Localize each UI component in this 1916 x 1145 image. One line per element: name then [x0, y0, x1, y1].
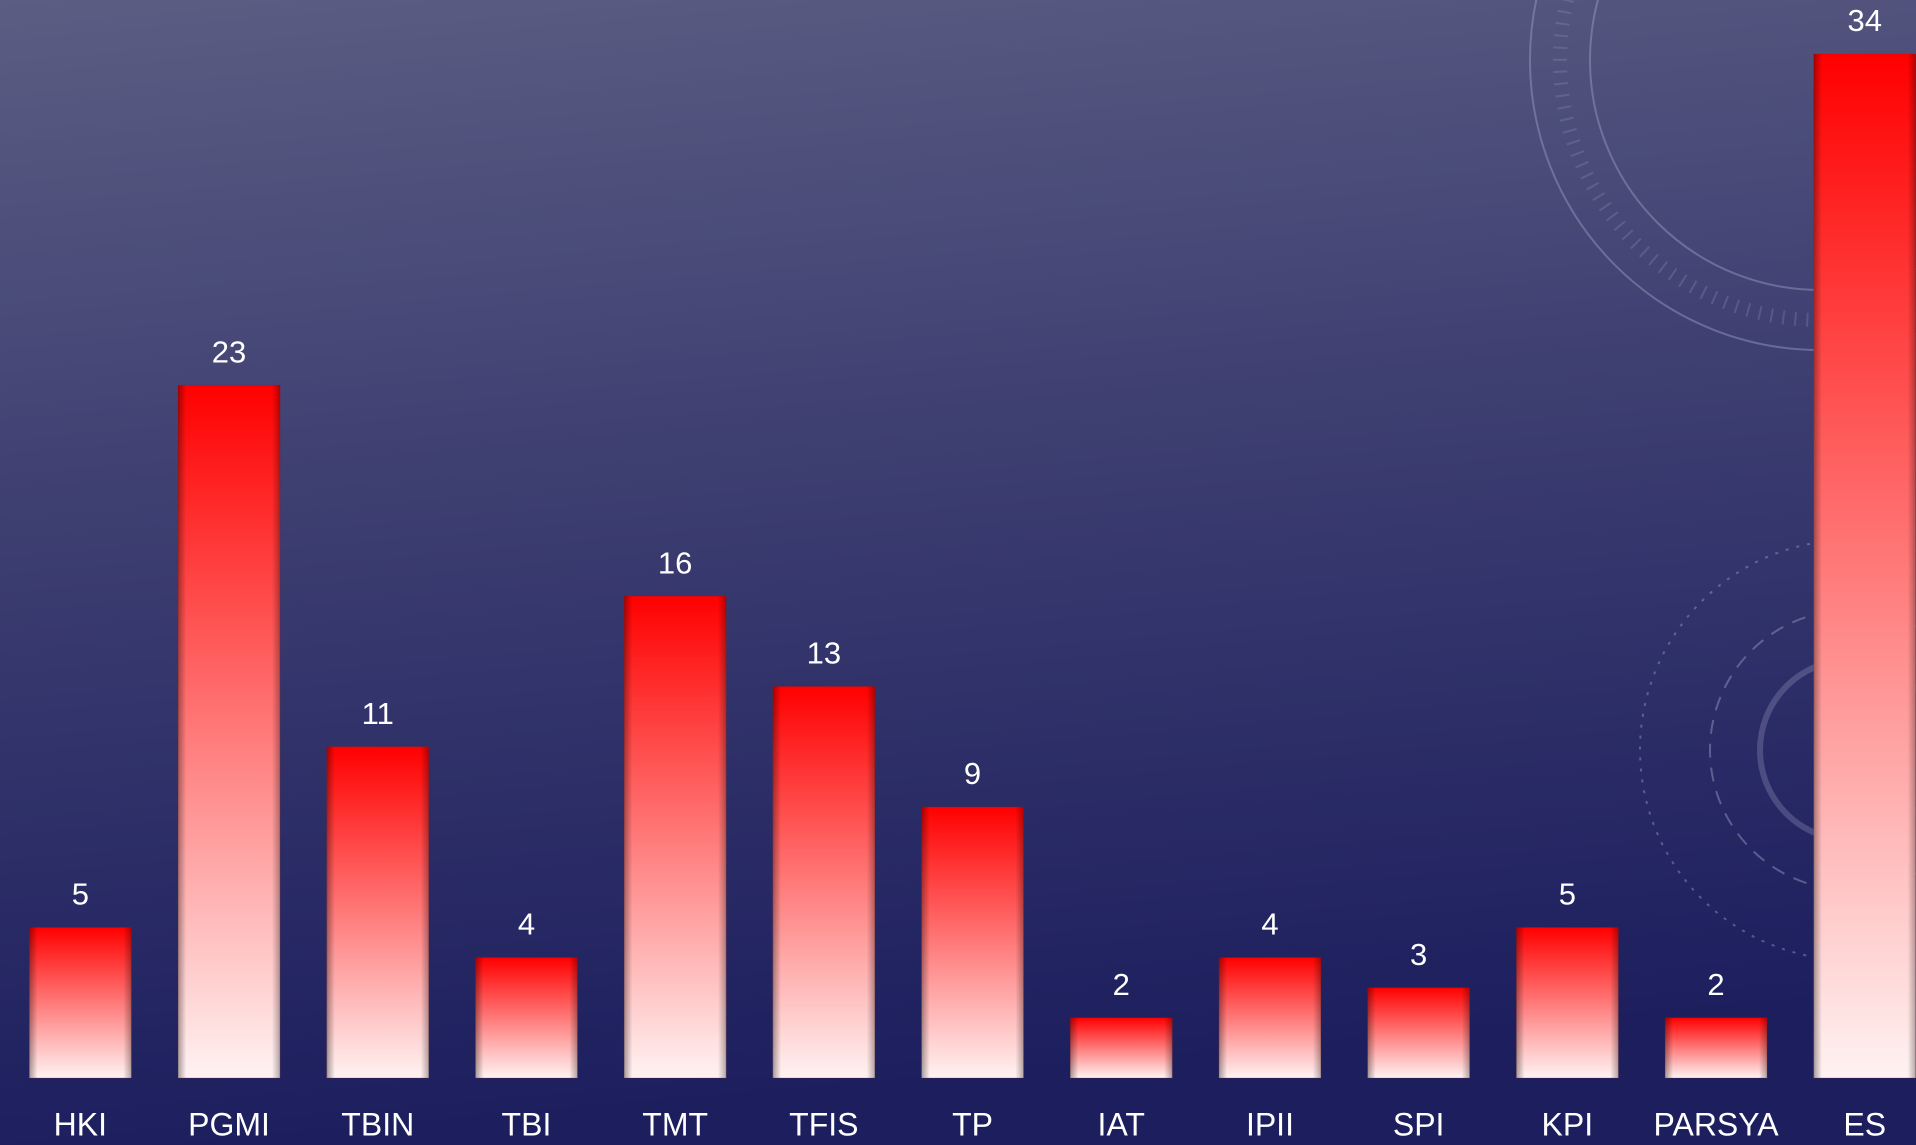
- x-tick-label: PARSYA: [1654, 1106, 1780, 1142]
- bar: [29, 927, 131, 1078]
- bar: [773, 686, 875, 1078]
- value-label: 9: [964, 756, 981, 791]
- value-label: 2: [1707, 967, 1724, 1002]
- value-label: 34: [1848, 3, 1882, 38]
- bar: [1219, 958, 1321, 1078]
- x-tick-label: TBI: [502, 1106, 552, 1142]
- bar: [624, 596, 726, 1078]
- bar: [1665, 1018, 1767, 1078]
- x-tick-label: PGMI: [188, 1106, 270, 1142]
- bar: [475, 958, 577, 1078]
- x-tick-label: IAT: [1098, 1106, 1145, 1142]
- value-label: 4: [1261, 907, 1278, 942]
- chart: HKI5PGMI23TBIN11TBI4TMT16TFIS13TP9IAT2IP…: [0, 0, 1916, 1145]
- x-tick-label: SPI: [1393, 1106, 1445, 1142]
- bar: [1070, 1018, 1172, 1078]
- bar: [1368, 988, 1470, 1078]
- x-tick-label: ES: [1843, 1106, 1886, 1142]
- value-label: 5: [1559, 877, 1576, 912]
- value-label: 11: [362, 696, 394, 731]
- value-label: 4: [518, 907, 535, 942]
- bar: [178, 385, 280, 1078]
- x-tick-label: TMT: [642, 1106, 708, 1142]
- x-tick-label: HKI: [54, 1106, 107, 1142]
- page: HKI5PGMI23TBIN11TBI4TMT16TFIS13TP9IAT2IP…: [0, 0, 1916, 1145]
- x-tick-label: TP: [952, 1106, 993, 1142]
- x-tick-label: TFIS: [789, 1106, 858, 1142]
- value-label: 3: [1410, 937, 1427, 972]
- value-label: 13: [807, 636, 841, 671]
- value-label: 5: [72, 877, 89, 912]
- x-tick-label: TBIN: [341, 1106, 414, 1142]
- bar: [327, 747, 429, 1078]
- value-label: 23: [212, 334, 246, 369]
- bar: [1814, 54, 1916, 1078]
- bar: [1516, 927, 1618, 1078]
- value-label: 16: [658, 545, 692, 580]
- x-tick-label: KPI: [1542, 1106, 1594, 1142]
- x-tick-label: IPII: [1246, 1106, 1294, 1142]
- value-label: 2: [1113, 967, 1130, 1002]
- bar: [922, 807, 1024, 1078]
